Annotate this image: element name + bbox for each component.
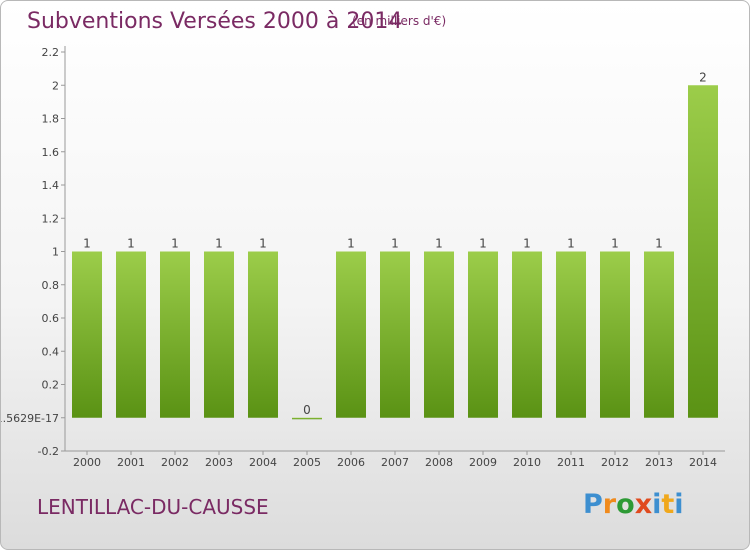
x-tick-label: 2007 [381, 456, 409, 469]
y-tick-label: 2.2 [42, 46, 60, 59]
bar-2007 [380, 251, 410, 418]
chart-title: Subventions Versées 2000 à 2014 [27, 9, 403, 34]
y-tick-label: 2 [52, 79, 59, 92]
x-tick-label: 2011 [557, 456, 585, 469]
bar-2003 [204, 251, 234, 418]
bar-2000 [72, 251, 102, 418]
y-tick-label: 1 [52, 246, 59, 259]
bar-2014 [688, 85, 718, 418]
y-tick-label: 1.6 [42, 146, 60, 159]
x-tick-label: 2002 [161, 456, 189, 469]
x-tick-label: 2012 [601, 456, 629, 469]
y-tick-label: -1.5629E-17 [1, 412, 59, 425]
bar-value-label: 1 [391, 237, 399, 251]
x-tick-label: 2014 [689, 456, 717, 469]
logo-letter: x [634, 489, 653, 520]
x-tick-label: 2004 [249, 456, 277, 469]
bar-value-label: 1 [523, 237, 531, 251]
proxiti-logo: Proxiti [583, 489, 684, 520]
bar-2008 [424, 251, 454, 418]
bar-2011 [556, 251, 586, 418]
bar-value-label: 0 [303, 403, 311, 417]
y-tick-label: 0.6 [42, 312, 60, 325]
y-tick-label: 0.4 [42, 345, 60, 358]
x-tick-label: 2009 [469, 456, 497, 469]
x-tick-label: 2000 [73, 456, 101, 469]
x-tick-label: 2005 [293, 456, 321, 469]
x-tick-label: 2006 [337, 456, 365, 469]
logo-letter: i [652, 489, 662, 520]
bar-2013 [644, 251, 674, 418]
bar-value-label: 1 [435, 237, 443, 251]
bar-value-label: 1 [127, 237, 135, 251]
bar-value-label: 1 [567, 237, 575, 251]
bar-value-label: 1 [215, 237, 223, 251]
bar-value-label: 1 [611, 237, 619, 251]
x-tick-label: 2013 [645, 456, 673, 469]
bar-2005 [292, 417, 322, 420]
bar-value-label: 1 [347, 237, 355, 251]
x-tick-label: 2001 [117, 456, 145, 469]
logo-letter: t [661, 489, 675, 520]
x-tick-label: 2008 [425, 456, 453, 469]
logo-letter: o [616, 489, 635, 520]
bar-2002 [160, 251, 190, 418]
y-tick-label: 1.8 [42, 113, 60, 126]
y-tick-label: 1.2 [42, 212, 60, 225]
bar-2012 [600, 251, 630, 418]
logo-letter: P [583, 489, 603, 520]
y-tick-label: 0.8 [42, 279, 60, 292]
chart-unit: (en milliers d'€) [352, 14, 447, 28]
bar-2001 [116, 251, 146, 418]
logo-letter: i [674, 489, 684, 520]
bar-value-label: 1 [479, 237, 487, 251]
y-tick-label: -0.2 [38, 445, 59, 458]
bar-value-label: 2 [699, 70, 707, 84]
x-tick-label: 2003 [205, 456, 233, 469]
y-tick-label: 0.2 [42, 379, 60, 392]
bar-2006 [336, 251, 366, 418]
bar-2010 [512, 251, 542, 418]
x-tick-label: 2010 [513, 456, 541, 469]
logo-letter: r [602, 489, 617, 520]
bar-value-label: 1 [655, 237, 663, 251]
commune-name: LENTILLAC-DU-CAUSSE [37, 495, 269, 519]
bar-value-label: 1 [171, 237, 179, 251]
bar-2009 [468, 251, 498, 418]
bar-value-label: 1 [83, 237, 91, 251]
bar-2004 [248, 251, 278, 418]
bar-value-label: 1 [259, 237, 267, 251]
y-tick-label: 1.4 [42, 179, 60, 192]
